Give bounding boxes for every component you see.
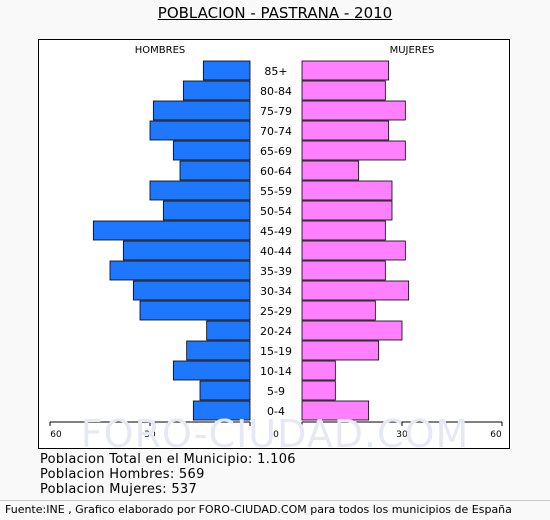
bar-women-80-84 <box>301 80 386 101</box>
x-tick-label: 60 <box>50 430 62 440</box>
page-title: POBLACION - PASTRANA - 2010 <box>157 4 393 22</box>
age-label: 35-39 <box>260 265 292 278</box>
bar-women-25-29 <box>301 300 376 321</box>
bar-women-60-64 <box>301 160 360 181</box>
stat-men-population: Poblacion Hombres: 569 <box>40 467 205 482</box>
chart-frame: HOMBRES MUJERES 85+ 80-84 75-79 70-74 65-69 60-… <box>38 39 510 449</box>
age-label: 80-84 <box>260 85 292 98</box>
bar-women-20-24 <box>301 320 403 341</box>
bar-men-80-84 <box>182 80 251 101</box>
bar-women-0-4 <box>301 400 370 421</box>
age-label: 0-4 <box>267 405 285 418</box>
age-label: 85+ <box>264 65 287 78</box>
age-label: 30-34 <box>260 285 292 298</box>
bar-women-55-59 <box>301 180 393 201</box>
bar-women-50-54 <box>301 200 393 221</box>
bar-men-20-24 <box>206 320 251 341</box>
legend-men: HOMBRES <box>135 45 186 56</box>
age-label: 60-64 <box>260 165 292 178</box>
age-label: 50-54 <box>260 205 292 218</box>
bar-women-65-69 <box>301 140 406 161</box>
bar-men-30-34 <box>132 280 251 301</box>
age-label: 5-9 <box>267 385 285 398</box>
age-label: 55-59 <box>260 185 292 198</box>
bar-men-15-19 <box>186 340 251 361</box>
bar-women-35-39 <box>301 260 386 281</box>
bar-men-70-74 <box>149 120 251 141</box>
age-label: 20-24 <box>260 325 292 338</box>
bar-women-10-14 <box>301 360 336 381</box>
legend-women: MUJERES <box>390 45 435 56</box>
bar-men-75-79 <box>152 100 251 121</box>
age-label: 70-74 <box>260 125 292 138</box>
age-label: 25-29 <box>260 305 292 318</box>
age-label: 45-49 <box>260 225 292 238</box>
age-label: 15-19 <box>260 345 292 358</box>
stat-women-population: Poblacion Mujeres: 537 <box>40 482 198 497</box>
bar-men-45-49 <box>92 220 251 241</box>
bar-men-85+ <box>202 60 251 81</box>
bar-men-60-64 <box>179 160 251 181</box>
bar-women-30-34 <box>301 280 410 301</box>
age-label: 40-44 <box>260 245 292 258</box>
bar-women-75-79 <box>301 100 406 121</box>
x-tick-label: 60 <box>490 430 502 440</box>
bar-women-5-9 <box>301 380 336 401</box>
bar-men-55-59 <box>149 180 251 201</box>
bar-men-5-9 <box>199 380 251 401</box>
bar-men-35-39 <box>109 260 251 281</box>
bar-women-70-74 <box>301 120 390 141</box>
bar-men-10-14 <box>172 360 251 381</box>
age-label: 10-14 <box>260 365 292 378</box>
bar-women-45-49 <box>301 220 386 241</box>
bar-men-65-69 <box>172 140 251 161</box>
bar-men-25-29 <box>139 300 251 321</box>
x-tick-label: 0 <box>273 430 279 440</box>
age-label: 75-79 <box>260 105 292 118</box>
bar-men-0-4 <box>192 400 251 421</box>
footer-divider <box>0 500 550 501</box>
x-tick-label: 30 <box>396 430 408 440</box>
age-label: 65-69 <box>260 145 292 158</box>
population-pyramid-chart: HOMBRES MUJERES 85+ 80-84 75-79 70-74 65-69 60-… <box>49 45 503 440</box>
bar-men-50-54 <box>162 200 251 221</box>
bar-women-40-44 <box>301 240 406 261</box>
stat-total-population: Poblacion Total en el Municipio: 1.106 <box>40 452 296 467</box>
bar-men-40-44 <box>122 240 251 261</box>
x-tick-label: 30 <box>144 430 156 440</box>
source-note: Fuente:INE , Grafico elaborado por FORO-… <box>5 503 512 516</box>
bar-women-15-19 <box>301 340 380 361</box>
bar-women-85+ <box>301 60 390 81</box>
